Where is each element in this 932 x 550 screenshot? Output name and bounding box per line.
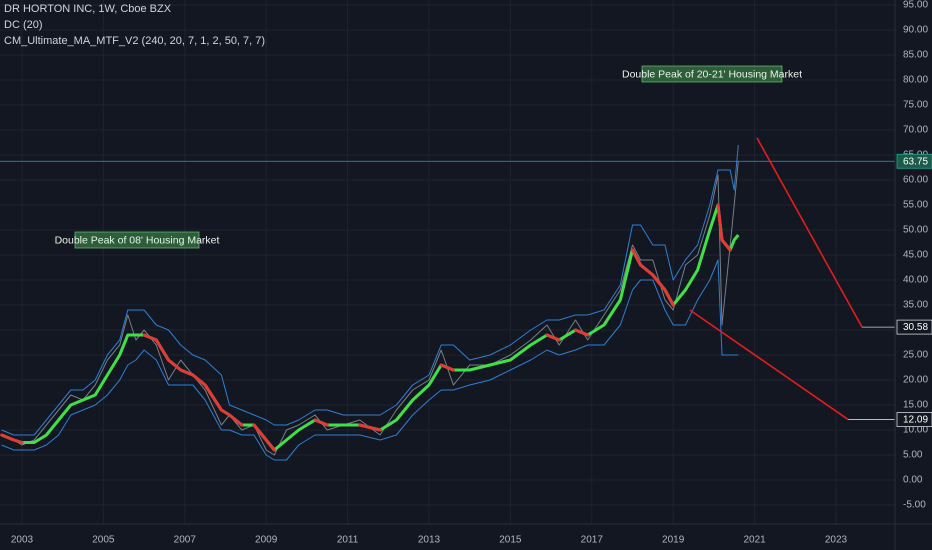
x-tick-label: 2011 [337, 535, 359, 546]
ma-down-segment [264, 438, 276, 452]
y-tick-label: 5.00 [903, 450, 923, 461]
x-tick-label: 2015 [499, 535, 522, 546]
ma-down-segment [716, 203, 724, 242]
ma-down-segment [166, 358, 183, 372]
x-tick-label: 2023 [825, 535, 848, 546]
ma-down-segment [313, 418, 329, 427]
ma-down-segment [630, 248, 643, 267]
x-tick-label: 2005 [92, 535, 115, 546]
series-line [1, 259, 739, 461]
y-tick-label: 15.00 [903, 400, 928, 411]
y-tick-label: 35.00 [903, 300, 928, 311]
y-tick-label: 80.00 [903, 75, 928, 86]
legend-entry: DC (20) [4, 19, 43, 31]
legend-entry: CM_Ultimate_MA_MTF_V2 (240, 20, 7, 1, 2,… [4, 35, 265, 47]
ma-down-segment [179, 368, 195, 377]
price-label-box [896, 153, 932, 169]
y-tick-label: 40.00 [903, 275, 928, 286]
x-tick-label: 2017 [581, 535, 604, 546]
ma-down-segment [12, 438, 24, 444]
x-tick-label: 2019 [662, 535, 685, 546]
ma-down-segment [219, 408, 232, 417]
trend-line [756, 137, 863, 328]
y-tick-label: -5.00 [903, 500, 926, 511]
y-tick-label: 45.00 [903, 250, 928, 261]
ma-down-segment [191, 373, 207, 387]
y-tick-label: 85.00 [903, 50, 928, 61]
ma-down-segment [154, 338, 170, 362]
ma-down-segment [639, 263, 655, 277]
x-tick-label: 2007 [174, 535, 197, 546]
ma-down-segment [252, 423, 268, 442]
y-tick-label: 90.00 [903, 25, 928, 36]
x-tick-label: 2009 [255, 535, 278, 546]
annotation-text: Double Peak of 20-21' Housing Market [622, 68, 802, 80]
x-tick-label: 2021 [743, 535, 766, 546]
y-tick-label: 20.00 [903, 375, 928, 386]
ma-down-segment [663, 288, 675, 307]
price-label-box [896, 412, 932, 427]
ma-down-segment [142, 333, 158, 342]
ma-down-segment [545, 333, 561, 342]
grid [0, 0, 895, 524]
annotation: Double Peak of 20-21' Housing Market [622, 65, 802, 83]
series-line [1, 144, 739, 436]
y-tick-label: 55.00 [903, 200, 928, 211]
annotation: Double Peak of 08' Housing Market [55, 231, 220, 249]
ma-down-segment [439, 363, 455, 372]
x-tick-label: 2013 [418, 535, 441, 546]
ma-down-segment [203, 383, 223, 412]
price-label: 30.58 [903, 322, 928, 333]
plot [0, 137, 895, 461]
y-tick-label: 25.00 [903, 350, 928, 361]
ma-down-segment [228, 413, 244, 427]
ma-down-segment [720, 238, 732, 252]
price-label: 12.09 [903, 415, 928, 426]
y-tick-label: 50.00 [903, 225, 928, 236]
annotation-text: Double Peak of 08' Housing Market [55, 234, 220, 246]
y-tick-label: 70.00 [903, 125, 928, 136]
x-tick-label: 2003 [11, 535, 34, 546]
y-tick-label: 95.00 [903, 0, 928, 11]
y-tick-label: 75.00 [903, 100, 928, 111]
trend-line [689, 309, 849, 421]
y-tick-label: 60.00 [903, 175, 928, 186]
axis: -5.000.005.0010.0015.0020.0025.0030.0035… [11, 0, 932, 546]
price-label: 63.75 [903, 156, 928, 167]
ma-down-segment [574, 328, 590, 337]
ma-down-segment [358, 423, 382, 432]
price-label-box [896, 319, 932, 335]
y-tick-label: 0.00 [903, 475, 923, 486]
y-tick-label: 10.00 [903, 425, 928, 436]
annotation-box [74, 231, 200, 249]
ma-down-segment [651, 273, 667, 292]
series-line [1, 161, 739, 456]
annotation-box [641, 65, 783, 83]
chart-title: DR HORTON INC, 1W, Cboe BZX [4, 3, 172, 15]
ma-down-segment [0, 433, 16, 442]
